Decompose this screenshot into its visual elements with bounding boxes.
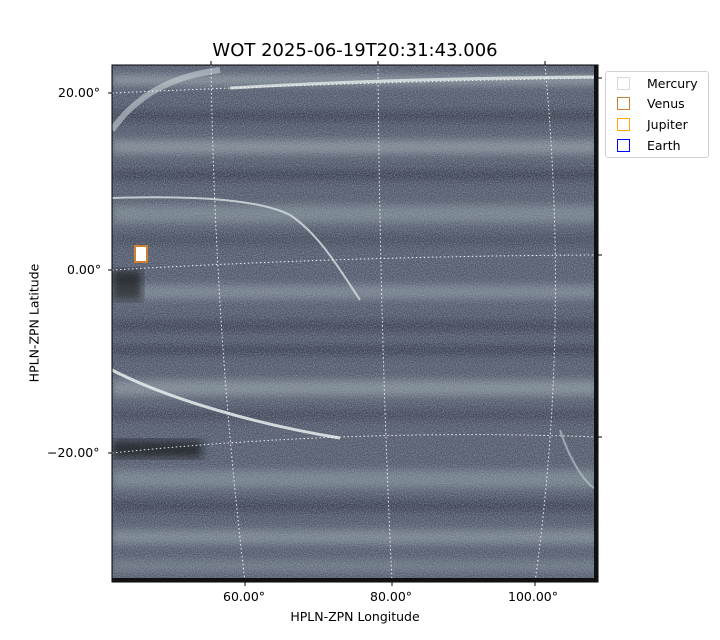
x-tick-label: 100.00°: [508, 589, 558, 604]
grid: [112, 65, 598, 582]
y-axis-label: HPLN-ZPN Latitude: [26, 263, 42, 383]
dark-band: [112, 270, 142, 300]
y-tick-label: 0.00°: [67, 262, 102, 277]
legend-swatch: [617, 76, 630, 90]
grid-line-lon-80: [377, 65, 393, 582]
x-tick-label: 60.00°: [223, 589, 266, 604]
y-tick-label: 20.00°: [58, 85, 101, 100]
legend-swatch: [617, 138, 630, 152]
legend-item-earth: Earth: [617, 136, 681, 154]
image-noise: [112, 65, 598, 582]
legend-label: Jupiter: [647, 116, 688, 132]
ticks: [108, 61, 602, 586]
streamer: [112, 196, 361, 301]
x-tick-label: 80.00°: [370, 589, 413, 604]
legend-swatch: [617, 117, 630, 131]
legend-item-venus: Venus: [617, 94, 685, 112]
streamer: [112, 67, 221, 132]
legend: Mercury Venus Jupiter Earth: [605, 71, 709, 158]
legend-item-jupiter: Jupiter: [617, 115, 688, 133]
chart-title: WOT 2025-06-19T20:31:43.006: [212, 40, 498, 61]
streamer: [112, 368, 341, 440]
x-axis-label: HPLN-ZPN Longitude: [290, 609, 420, 624]
venus-marker: [134, 245, 148, 263]
legend-label: Venus: [647, 95, 685, 111]
legend-swatch: [617, 96, 630, 110]
streamer: [229, 75, 598, 90]
legend-item-mercury: Mercury: [617, 74, 698, 92]
legend-label: Earth: [647, 137, 681, 153]
legend-label: Mercury: [647, 75, 698, 91]
grid-line-lon-100: [534, 65, 556, 582]
grid-line-lon-60: [210, 65, 246, 582]
y-tick-label: −20.00°: [47, 445, 100, 460]
